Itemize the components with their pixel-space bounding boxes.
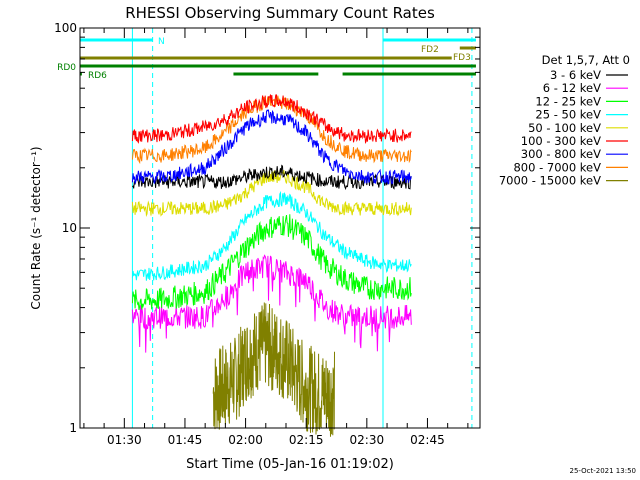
legend-label-6: 300 - 800 keV: [521, 147, 601, 161]
series-line-5: [131, 94, 412, 145]
y-tick-label-1: 10: [62, 221, 77, 235]
legend-label-7: 800 - 7000 keV: [513, 160, 601, 174]
plot-area: N FD2 FD3 RD0 RD6: [57, 28, 476, 437]
x-tick-label-3: 02:15: [289, 433, 324, 447]
series-line-6: [131, 109, 412, 185]
y-tick-label-0: 1: [69, 421, 77, 435]
legend-label-8: 7000 - 15000 keV: [499, 174, 601, 188]
chart-title: RHESSI Observing Summary Count Rates: [125, 4, 435, 22]
y-axis-label: Count Rate (s⁻¹ detector⁻¹): [29, 146, 43, 309]
state-label-fd2: FD2: [421, 45, 439, 55]
legend-label-0: 3 - 6 keV: [550, 68, 601, 82]
legend-label-4: 50 - 100 keV: [528, 121, 601, 135]
x-axis-label: Start Time (05-Jan-16 01:19:02): [186, 457, 394, 472]
x-tick-label-4: 02:30: [350, 433, 385, 447]
state-label-n: N: [158, 37, 165, 47]
x-tick-label-2: 02:00: [228, 433, 263, 447]
series-line-8: [212, 302, 335, 437]
x-tick-label-0: 01:30: [107, 433, 142, 447]
axes: 1 10 100 01:30 01:45 02:00 02:15 02:30 02:45: [54, 21, 481, 447]
x-tick-label-1: 01:45: [168, 433, 203, 447]
x-tick-label-5: 02:45: [410, 433, 445, 447]
legend-label-1: 6 - 12 keV: [543, 81, 601, 95]
legend-label-3: 25 - 50 keV: [535, 108, 601, 122]
y-tick-label-2: 100: [54, 21, 77, 35]
legend-label-2: 12 - 25 keV: [535, 94, 601, 108]
state-label-fd3: FD3: [453, 53, 471, 63]
series-line-7: [131, 95, 412, 165]
state-label-rd6: RD6: [88, 71, 107, 81]
series-line-3: [131, 190, 412, 281]
legend-title: Det 1,5,7, Att 0: [542, 53, 630, 67]
state-label-rd0: RD0: [57, 63, 76, 73]
legend-label-5: 100 - 300 keV: [521, 134, 601, 148]
series-line-2: [131, 214, 412, 310]
series-line-1: [131, 254, 412, 353]
footer-timestamp: 25-Oct-2021 13:50: [570, 467, 636, 475]
